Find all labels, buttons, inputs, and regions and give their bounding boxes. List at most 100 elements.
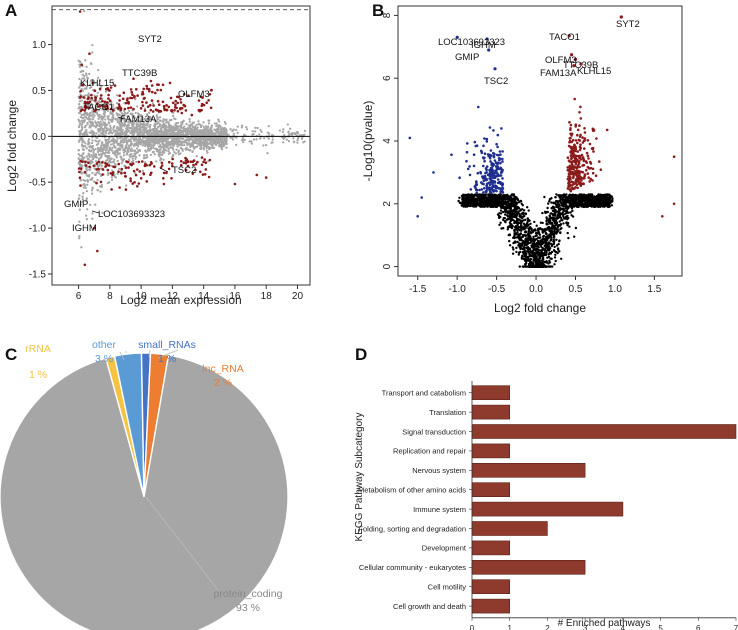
ma-point xyxy=(92,124,96,128)
volcano-point xyxy=(553,207,556,210)
ma-point xyxy=(199,142,202,145)
ma-point xyxy=(212,138,215,141)
ma-point xyxy=(113,158,116,161)
ma-point xyxy=(116,137,119,140)
ma-point xyxy=(112,128,115,131)
ma-significant-point xyxy=(146,105,150,108)
panel-letter-d: D xyxy=(355,345,367,364)
ma-point xyxy=(81,152,85,155)
ma-point xyxy=(90,120,93,124)
ma-significant-point xyxy=(86,97,90,101)
ma-y-axis-title: Log2 fold change xyxy=(5,100,19,192)
ma-point xyxy=(104,118,107,121)
ma-significant-point xyxy=(162,182,166,186)
ma-point xyxy=(155,122,158,126)
volcano-point xyxy=(506,215,509,218)
ma-point xyxy=(303,129,307,133)
ma-significant-point xyxy=(179,160,183,163)
ma-point xyxy=(78,100,82,103)
ma-point xyxy=(192,132,195,135)
ma-significant-point xyxy=(118,186,121,189)
ma-point xyxy=(147,148,150,151)
ma-point xyxy=(262,144,265,147)
ma-gene-label: OLFM3 xyxy=(178,89,210,100)
ma-point xyxy=(98,172,101,175)
ma-point xyxy=(108,159,112,163)
ma-point xyxy=(107,121,110,124)
ma-point xyxy=(150,144,154,147)
ma-point xyxy=(271,138,274,141)
ma-point xyxy=(100,185,104,189)
ma-significant-point xyxy=(121,97,125,101)
ma-point xyxy=(88,72,91,76)
ma-point xyxy=(133,119,136,123)
volcano-point xyxy=(561,219,564,222)
volcano-point xyxy=(500,227,503,230)
ma-gene-label: TTC39B xyxy=(122,68,157,79)
ma-point xyxy=(295,131,299,134)
volcano-point xyxy=(553,245,556,249)
ma-point xyxy=(82,113,86,117)
ma-point xyxy=(161,153,164,157)
ma-point xyxy=(122,148,125,152)
ma-point xyxy=(107,154,110,158)
ma-significant-point xyxy=(209,106,213,110)
ma-point xyxy=(207,139,211,142)
ma-point xyxy=(111,149,114,152)
ma-significant-point xyxy=(151,110,155,113)
volcano-point xyxy=(506,217,509,221)
ma-point xyxy=(143,141,146,144)
ma-y-tick-label: -0.5 xyxy=(29,178,47,189)
ma-point xyxy=(146,137,149,140)
ma-point xyxy=(172,114,175,118)
ma-y-tick-label: -1.0 xyxy=(29,224,47,235)
volcano-point xyxy=(567,236,570,240)
ma-significant-point xyxy=(143,109,147,112)
ma-point xyxy=(121,143,124,147)
ma-point xyxy=(143,131,146,134)
ma-point xyxy=(199,124,202,127)
ma-point xyxy=(102,130,106,133)
ma-significant-point xyxy=(106,168,110,172)
ma-point xyxy=(236,125,239,128)
ma-point xyxy=(104,149,108,152)
ma-point xyxy=(216,142,219,145)
ma-point xyxy=(168,151,172,155)
ma-point xyxy=(191,139,195,142)
ma-point xyxy=(124,112,128,115)
ma-point xyxy=(231,138,235,141)
ma-point xyxy=(251,130,254,133)
ma-point xyxy=(202,139,206,142)
ma-point xyxy=(85,198,88,202)
ma-point xyxy=(118,143,122,146)
ma-significant-point xyxy=(141,100,144,104)
ma-point xyxy=(99,120,102,123)
volcano-point xyxy=(526,233,529,237)
ma-significant-point xyxy=(182,161,186,164)
ma-point xyxy=(91,103,94,106)
ma-point xyxy=(148,111,151,114)
ma-point xyxy=(157,140,160,143)
ma-point xyxy=(110,129,113,132)
ma-point xyxy=(100,148,103,151)
ma-point xyxy=(185,122,188,126)
volcano-point xyxy=(570,205,574,208)
ma-point xyxy=(78,208,81,211)
ma-point xyxy=(192,121,195,124)
ma-point xyxy=(137,139,140,143)
ma-point xyxy=(141,169,145,173)
ma-point xyxy=(251,133,254,136)
ma-point xyxy=(200,131,204,135)
volcano-point xyxy=(552,202,555,205)
ma-point xyxy=(83,116,86,119)
ma-significant-point xyxy=(117,103,121,106)
volcano-point xyxy=(545,216,548,219)
ma-significant-point xyxy=(95,168,98,171)
ma-significant-point xyxy=(190,113,194,117)
ma-point xyxy=(163,143,167,146)
ma-point xyxy=(267,124,270,128)
ma-point xyxy=(161,150,164,153)
ma-point xyxy=(142,157,146,160)
volcano-point xyxy=(541,211,544,215)
ma-point xyxy=(77,125,81,129)
